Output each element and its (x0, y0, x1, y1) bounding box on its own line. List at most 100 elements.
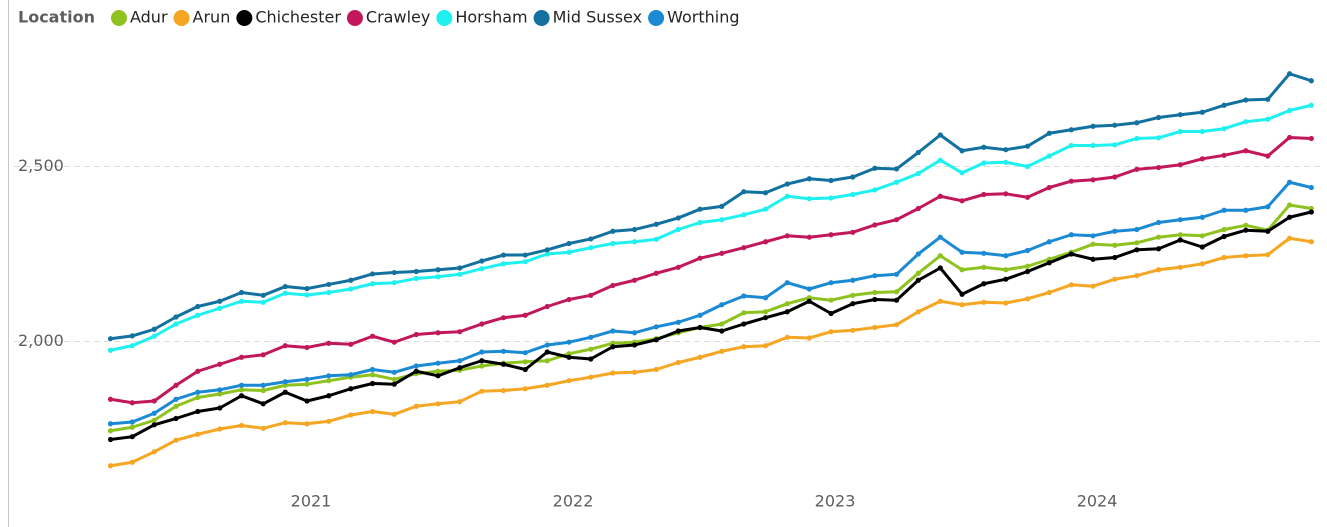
data-point (1265, 116, 1271, 122)
data-point (762, 309, 769, 315)
data-point (479, 388, 485, 394)
data-point (741, 321, 747, 327)
data-point (1308, 239, 1314, 245)
data-point (1112, 242, 1118, 248)
data-point (1112, 254, 1118, 261)
data-point (806, 176, 812, 182)
data-point (500, 348, 507, 354)
data-point (522, 386, 528, 392)
data-point (937, 253, 943, 259)
data-point (173, 321, 179, 327)
data-point (806, 335, 812, 341)
data-point (1243, 119, 1249, 125)
data-point (151, 417, 157, 423)
data-point (915, 149, 921, 156)
data-point (1024, 268, 1031, 275)
data-point (1024, 194, 1031, 200)
data-point (1155, 164, 1162, 171)
data-point (260, 292, 266, 298)
data-point (391, 269, 397, 276)
data-point (1112, 174, 1118, 180)
data-point (413, 275, 419, 282)
data-point (588, 245, 594, 251)
data-point (1177, 162, 1183, 168)
data-point (566, 378, 572, 384)
data-point (1068, 142, 1074, 149)
data-point (653, 221, 659, 227)
data-point (369, 366, 376, 373)
data-point (260, 425, 266, 431)
data-point (697, 219, 703, 226)
data-point (610, 328, 616, 334)
data-point (850, 301, 856, 307)
data-point (457, 265, 463, 271)
data-point (326, 418, 332, 424)
data-point (217, 361, 223, 367)
data-point (348, 286, 354, 292)
data-point (893, 166, 900, 172)
data-point (1308, 78, 1314, 84)
data-point (1068, 251, 1074, 257)
data-point (282, 343, 288, 349)
data-point (915, 309, 921, 315)
data-point (653, 270, 659, 276)
data-point (457, 399, 463, 405)
data-point (479, 358, 485, 364)
data-point (500, 315, 507, 321)
data-point (719, 302, 725, 308)
data-point (238, 393, 245, 399)
data-point (784, 309, 790, 315)
data-point (959, 249, 965, 255)
data-point (1221, 226, 1227, 233)
data-point (304, 286, 310, 292)
data-point (959, 302, 965, 308)
data-point (675, 226, 681, 233)
data-point (479, 363, 485, 369)
data-point (391, 376, 397, 382)
data-point (522, 259, 528, 265)
data-point (1003, 159, 1009, 165)
data-point (1134, 273, 1140, 279)
data-point (195, 368, 201, 374)
data-point (1243, 148, 1249, 154)
data-point (1221, 233, 1227, 240)
legend-label: Horsham (455, 8, 527, 27)
data-point (697, 255, 703, 261)
data-point (1134, 120, 1140, 126)
data-point (1155, 135, 1162, 141)
data-point (304, 381, 310, 387)
data-point (1090, 241, 1096, 247)
data-point (1177, 112, 1183, 118)
data-point (981, 299, 987, 305)
data-point (697, 324, 703, 331)
data-point (391, 411, 397, 417)
data-point (959, 148, 965, 154)
data-point (719, 203, 725, 209)
data-point (217, 426, 223, 432)
data-point (348, 341, 354, 347)
data-point (675, 319, 681, 325)
data-point (675, 359, 681, 366)
data-point (435, 330, 441, 336)
data-point (893, 217, 900, 223)
data-point (1090, 142, 1096, 149)
data-point (959, 267, 965, 273)
data-point (173, 382, 179, 388)
data-point (784, 193, 790, 199)
data-point (260, 382, 266, 388)
series-line (110, 103, 1312, 352)
data-point (784, 280, 790, 286)
data-point (1265, 228, 1271, 234)
data-point (806, 196, 812, 202)
data-point (981, 264, 987, 270)
data-point (391, 280, 397, 286)
data-point (1090, 256, 1096, 262)
data-point (1003, 276, 1009, 282)
data-point (195, 408, 201, 415)
data-point (981, 250, 987, 256)
data-point (544, 358, 550, 364)
data-point (719, 328, 725, 334)
data-point (850, 191, 856, 198)
data-point (1090, 283, 1096, 289)
data-point (544, 382, 550, 388)
